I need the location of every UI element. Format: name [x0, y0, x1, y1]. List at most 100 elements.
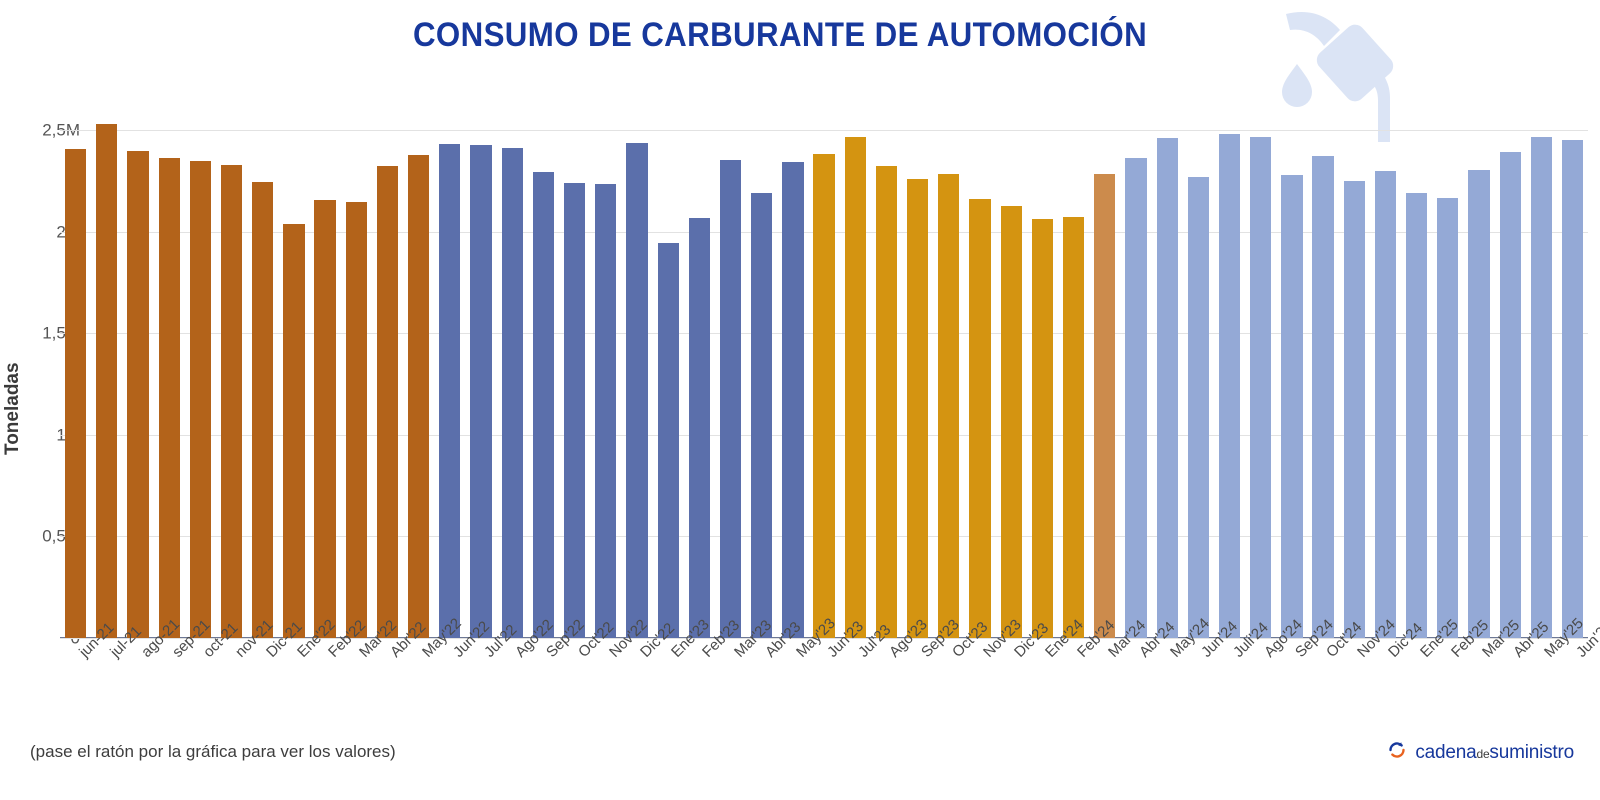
bar[interactable]: [408, 154, 430, 638]
bar[interactable]: [345, 202, 367, 638]
bar[interactable]: [1499, 151, 1521, 638]
bar[interactable]: [782, 161, 804, 638]
bar-slot[interactable]: [434, 110, 465, 638]
bar-slot[interactable]: [621, 110, 652, 638]
bar[interactable]: [1561, 140, 1584, 638]
bar-slot[interactable]: [1370, 110, 1401, 638]
bar[interactable]: [96, 124, 118, 638]
bar-slot[interactable]: [91, 110, 122, 638]
bar[interactable]: [314, 200, 336, 638]
bar-slot[interactable]: [840, 110, 871, 638]
bar-slot[interactable]: [715, 110, 746, 638]
bar-slot[interactable]: [1526, 110, 1557, 638]
bar[interactable]: [64, 148, 87, 638]
bar-slot[interactable]: [1089, 110, 1120, 638]
bar[interactable]: [813, 153, 835, 638]
bar[interactable]: [439, 143, 461, 638]
bar-slot[interactable]: [933, 110, 964, 638]
bar[interactable]: [1343, 181, 1365, 638]
bar-slot[interactable]: [185, 110, 216, 638]
bar[interactable]: [688, 217, 710, 638]
bar-slot[interactable]: [809, 110, 840, 638]
bar-slot[interactable]: [1308, 110, 1339, 638]
bar[interactable]: [1156, 138, 1178, 638]
bar[interactable]: [907, 179, 929, 638]
bar[interactable]: [844, 137, 866, 638]
bar-slot[interactable]: [154, 110, 185, 638]
bar[interactable]: [220, 164, 243, 638]
bar[interactable]: [1000, 206, 1022, 638]
bar-slot[interactable]: [341, 110, 372, 638]
bar[interactable]: [1312, 155, 1334, 638]
bar[interactable]: [1218, 134, 1241, 638]
bar-slot[interactable]: [247, 110, 278, 638]
bar[interactable]: [1094, 173, 1116, 638]
bar-slot[interactable]: [1120, 110, 1151, 638]
bar[interactable]: [127, 150, 149, 638]
bar[interactable]: [1437, 198, 1459, 638]
bar[interactable]: [938, 173, 960, 638]
bar-slot[interactable]: [372, 110, 403, 638]
bar[interactable]: [657, 243, 679, 638]
bar[interactable]: [283, 223, 305, 638]
bar[interactable]: [719, 159, 742, 638]
bar-slot[interactable]: [497, 110, 528, 638]
bar[interactable]: [532, 171, 554, 638]
bar-slot[interactable]: [590, 110, 621, 638]
bar-slot[interactable]: [216, 110, 247, 638]
bar-slot[interactable]: [403, 110, 434, 638]
bar-slot[interactable]: [60, 110, 91, 638]
bar-slot[interactable]: [1339, 110, 1370, 638]
bar[interactable]: [875, 165, 898, 638]
bar[interactable]: [376, 165, 399, 638]
bar-slot[interactable]: [964, 110, 995, 638]
bar-slot[interactable]: [559, 110, 590, 638]
bar-slot[interactable]: [1152, 110, 1183, 638]
bar-slot[interactable]: [1027, 110, 1058, 638]
bar[interactable]: [1250, 137, 1272, 638]
bar-series[interactable]: [60, 110, 1588, 638]
bar[interactable]: [1062, 216, 1085, 638]
bar-slot[interactable]: [1058, 110, 1089, 638]
bar-slot[interactable]: [996, 110, 1027, 638]
bar-slot[interactable]: [1183, 110, 1214, 638]
bar[interactable]: [252, 182, 274, 638]
bar-slot[interactable]: [746, 110, 777, 638]
bar-slot[interactable]: [1214, 110, 1245, 638]
bar[interactable]: [1281, 175, 1303, 638]
bar-slot[interactable]: [1245, 110, 1276, 638]
bar-slot[interactable]: [310, 110, 341, 638]
brand-logo[interactable]: cadenadesuministro: [1387, 740, 1574, 765]
bar[interactable]: [501, 147, 523, 638]
bar-slot[interactable]: [653, 110, 684, 638]
bar[interactable]: [158, 157, 180, 638]
bar-slot[interactable]: [1495, 110, 1526, 638]
bar-slot[interactable]: [1557, 110, 1588, 638]
bar[interactable]: [1187, 177, 1209, 638]
bar-slot[interactable]: [684, 110, 715, 638]
bar-slot[interactable]: [902, 110, 933, 638]
bar-slot[interactable]: [1276, 110, 1307, 638]
bar[interactable]: [626, 142, 648, 638]
bar-slot[interactable]: [528, 110, 559, 638]
bar[interactable]: [1468, 169, 1490, 638]
bar[interactable]: [1530, 137, 1552, 638]
bar[interactable]: [969, 199, 991, 638]
bar[interactable]: [1125, 157, 1147, 638]
bar[interactable]: [470, 144, 492, 638]
bar-slot[interactable]: [871, 110, 902, 638]
bar[interactable]: [1031, 218, 1053, 638]
bar[interactable]: [1374, 170, 1397, 638]
bar[interactable]: [1406, 193, 1428, 638]
bar[interactable]: [189, 160, 211, 638]
bar-slot[interactable]: [465, 110, 496, 638]
bar-slot[interactable]: [1401, 110, 1432, 638]
bar-slot[interactable]: [278, 110, 309, 638]
bar[interactable]: [563, 183, 586, 638]
bar-slot[interactable]: [777, 110, 808, 638]
bar[interactable]: [751, 193, 773, 638]
bar-slot[interactable]: [122, 110, 153, 638]
bar-slot[interactable]: [1432, 110, 1463, 638]
bar-slot[interactable]: [1463, 110, 1494, 638]
